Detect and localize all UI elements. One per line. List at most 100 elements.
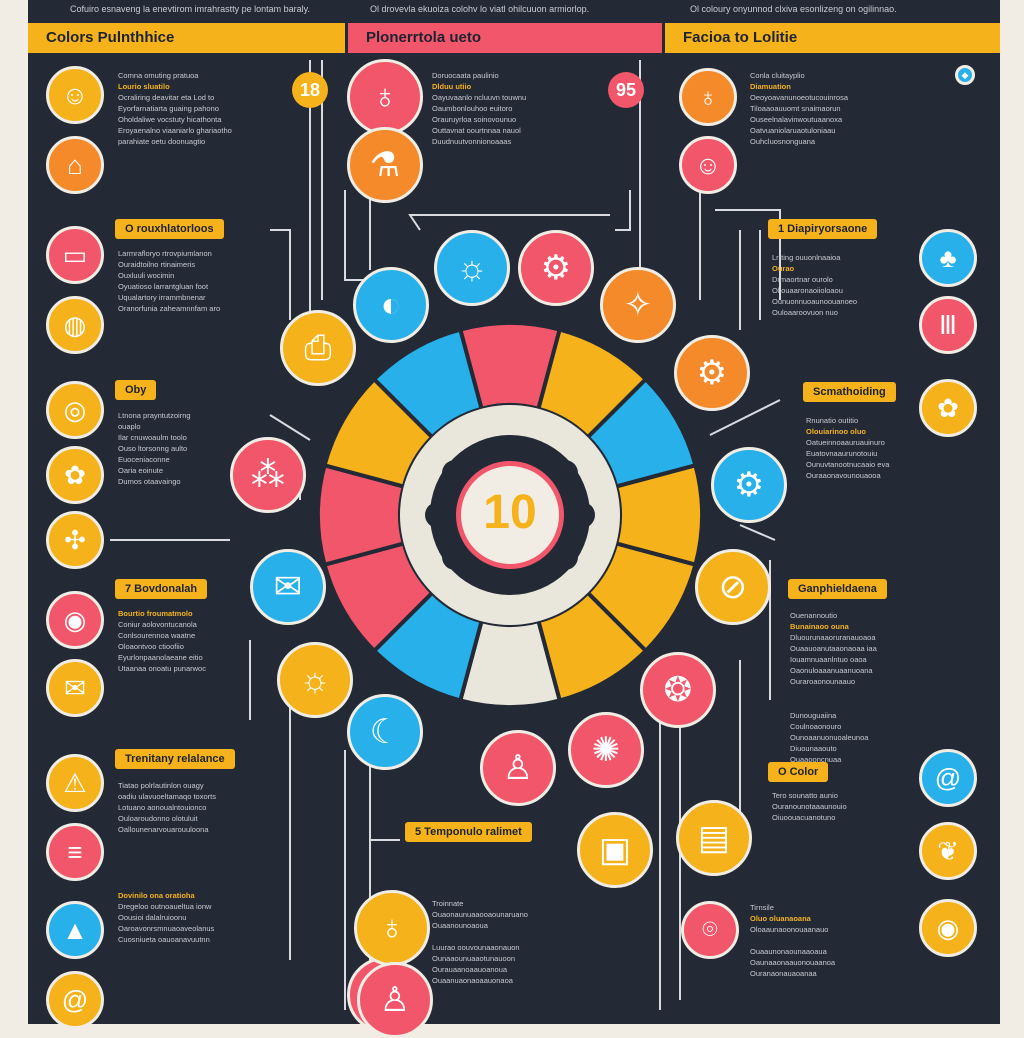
block-line: Euoceniaconne	[118, 455, 170, 464]
block-line: ouaplo	[118, 422, 141, 431]
connector-line	[739, 524, 776, 541]
leaf-icon: ❦	[919, 822, 977, 880]
triangle-icon: ▲	[46, 901, 104, 959]
block-title: Tero sounatto aunio	[772, 791, 838, 800]
block-line: Eyorfarnatiarta guaing pahono	[118, 104, 219, 113]
gear-icon: ⚙	[711, 447, 787, 523]
sun-icon: ☼	[277, 642, 353, 718]
block-line: Ouaanuaonaoaauonaoa	[432, 976, 513, 985]
block-line: Ltnona prayntutzoirng	[118, 411, 191, 420]
block-line: oadiu ulavuoeltamaqo toxorts	[118, 792, 216, 801]
block-title: Doruocaata paulinio	[432, 71, 499, 80]
section-label: Scmathoiding	[803, 382, 896, 402]
block-line: Euatovnaaurunotouiu	[806, 449, 878, 458]
printer-icon: ⎙	[280, 310, 356, 386]
warning-icon: ⚠	[46, 754, 104, 812]
molecule-icon: ⁂	[230, 437, 306, 513]
block-line: Ouaaooncnuaa	[790, 755, 842, 764]
block-accent: Bourtio froumatmolo	[118, 609, 193, 618]
spiral-icon: @	[46, 971, 104, 1029]
text-block: Ltnona prayntutzoirng ouaplo Ilar cnuwoaul…	[118, 410, 278, 487]
block-line: Oatvuaniolaruaotuloniaau	[750, 126, 836, 135]
text-block: Comna omuting pratuoa Lourio sluatilo Ocra…	[118, 70, 278, 147]
block-accent: Dovinilo ona oratioha	[118, 891, 195, 900]
block-title: Ouenannoutio	[790, 611, 838, 620]
target-icon: ◉	[46, 591, 104, 649]
block-line: Coniur aolovontucanola	[118, 620, 197, 629]
block-title: Troinnate	[432, 899, 464, 908]
bulb-icon: ♁	[679, 68, 737, 126]
center-number: 10	[483, 486, 537, 539]
block-line: Conlsourennoa waatne	[118, 631, 196, 640]
block-line: Ouraroaonounaauo	[790, 677, 856, 686]
block-title: Dunouguaiina	[790, 711, 837, 720]
block-title: Lrrting ouuonlnaaioa	[772, 253, 841, 262]
ring-icon: ◎	[46, 381, 104, 439]
chip-notch	[442, 544, 468, 570]
block-accent: Oluo oluanaoana	[750, 914, 811, 923]
block-line: Oliouaaronaoiioloaou	[772, 286, 843, 295]
chip-notch	[425, 502, 451, 528]
section-label: O Color	[768, 762, 829, 782]
wheel-icon: ❂	[640, 652, 716, 728]
block-line: Dregeloo outnoaueltua ionw	[118, 902, 212, 911]
block-line: Lotuano aonoualntouionco	[118, 803, 207, 812]
chip-center	[461, 466, 559, 564]
block-accent: Dlduu utiio	[432, 82, 472, 91]
block-line: Ouaonaunuaaooaounaruano	[432, 910, 528, 919]
block-line: Oiuoouacuanotuno	[772, 813, 836, 822]
block-line: Ounuonnuoaunoouanoeo	[772, 297, 858, 306]
block-line: Luurao oouvounaaonauon	[432, 943, 520, 952]
column-header: Facioa to Lolitie	[665, 23, 1000, 53]
block-line: parahiate oetu doonuagtio	[118, 137, 206, 146]
block-line: Oranorfunia zaheamnnfam aro	[118, 304, 221, 313]
block-line: Ounoaanuonuoaleunoa	[790, 733, 869, 742]
section-label: Ganphieldaena	[788, 579, 887, 599]
person-icon: ♙	[357, 962, 433, 1038]
block-title: Comna omuting pratuoa	[118, 71, 199, 80]
connector-line	[344, 190, 365, 281]
chip-notch	[569, 502, 595, 528]
block-line: Ouranaonauaoanaa	[750, 969, 817, 978]
block-line: Diuounaaouto	[790, 744, 837, 753]
palette-icon: ◐	[353, 267, 429, 343]
block-line: Oaroavonrsmnuaoaveolanus	[118, 924, 215, 933]
block-line: Outtavnat oourtnnaa nauol	[432, 126, 521, 135]
text-block: Troinnate Ouaonaunuaaooaounaruano Ouaanoun…	[432, 898, 592, 986]
section-label: Trenitany relalance	[115, 749, 235, 769]
block-line: Eroyaenalno viaaniarlo ghariaotho	[118, 126, 232, 135]
block-line: Ouaanounoaoua	[432, 921, 488, 930]
block-line: Tiloaaoauuomt snaimaorun	[750, 104, 841, 113]
block-line: Utaanaa onoatu punarwoc	[118, 664, 206, 673]
section-label: O rouxhlatorloos	[115, 219, 224, 239]
column-header: Plonerrtola ueto	[348, 23, 662, 53]
house-icon: ⌂	[46, 136, 104, 194]
tree-icon: ♣	[919, 229, 977, 287]
block-line	[432, 931, 592, 942]
gear-icon: ⚙	[518, 230, 594, 306]
block-line: Ounuvtanootnucaaio eva	[806, 460, 890, 469]
virus-icon: ✺	[568, 712, 644, 788]
chip-notch	[552, 460, 578, 486]
text-block: Dunouguaiina Coulnoaonouro Ounoaanuonuoale…	[790, 710, 950, 765]
block-line: Ounaaounuaaotunauoon	[432, 954, 515, 963]
block-line: Ouloaaroovuon nuo	[772, 308, 838, 317]
flower-icon: ✿	[919, 379, 977, 437]
intro-text: Ol drovevla ekuoiza colohv lo viatl ohil…	[370, 4, 590, 14]
drop-icon: ◆	[955, 65, 975, 85]
envelope-icon: ✉	[250, 549, 326, 625]
block-line: Oloaaunaoonouaanauo	[750, 925, 829, 934]
text-block: Ouenannoutio Bunainaoo ouna Dluourunaaorur…	[790, 610, 950, 687]
connector-line	[615, 190, 631, 231]
block-line: Iouamnuaanlntuo oaoa	[790, 655, 867, 664]
text-block: Rnunatio outitio Olouiarinoo oluo Oatueinn…	[806, 415, 966, 481]
intro-text: Ol coloury onyunnod clxiva esonlizeng on…	[690, 4, 897, 14]
block-line: Ilar cnuwoaulm toolo	[118, 433, 187, 442]
block-line: Oyuatioso larrantgluan foot	[118, 282, 209, 291]
block-line: Dluourunaaoruranauoaoa	[790, 633, 876, 642]
block-title: Tirnsile	[750, 903, 774, 912]
block-line: Oaumbonlouhoo euitoro	[432, 104, 513, 113]
intro-text: Cofuiro esnaveng la enevtirom imrahrastt…	[70, 4, 310, 14]
flower-icon: ✿	[46, 446, 104, 504]
